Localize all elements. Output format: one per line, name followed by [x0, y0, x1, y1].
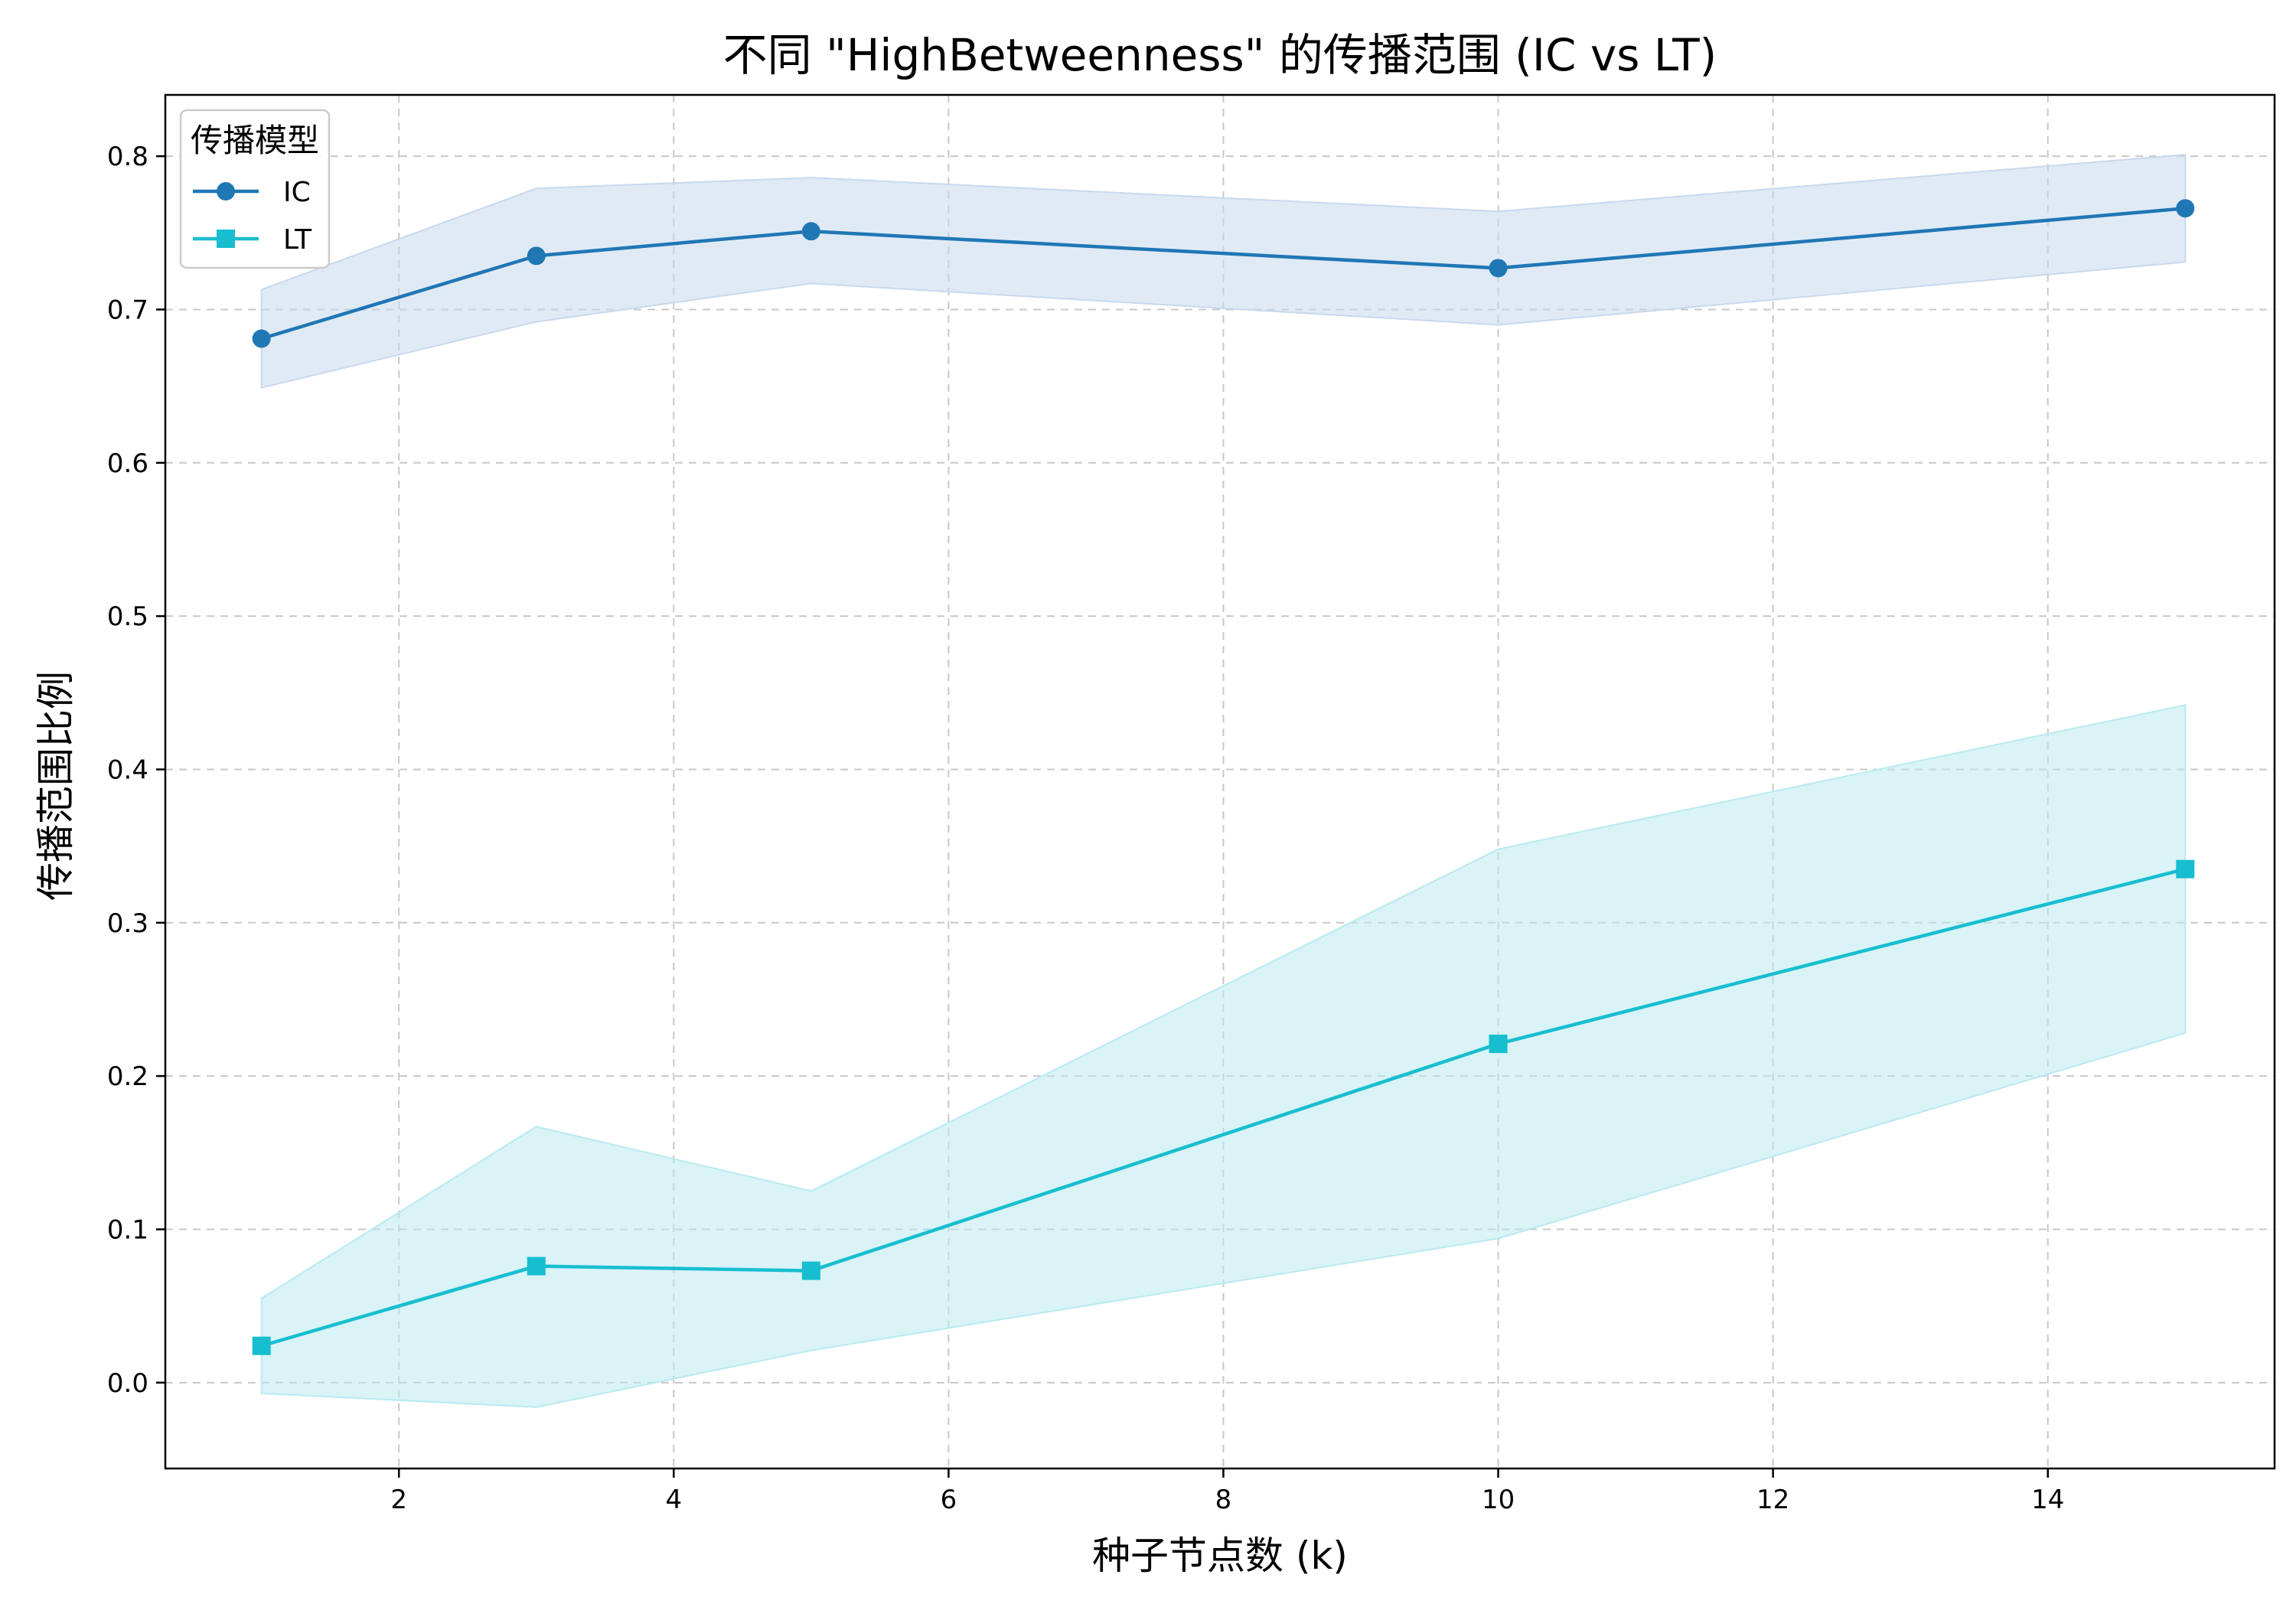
legend-marker-ic	[217, 182, 235, 200]
legend-entry-ic: IC	[193, 177, 311, 208]
ic-data-point	[801, 222, 820, 241]
x-axis-ticks: 2 4 6 8 10 12 14	[390, 1468, 2064, 1515]
x-tick-label: 10	[1482, 1485, 1515, 1515]
chart-title: 不同 "HighBetweenness" 的传播范围 (IC vs LT)	[723, 29, 1717, 81]
y-axis-ticks: 0.0 0.1 0.2 0.3 0.4 0.5 0.6 0.7 0.8	[107, 142, 165, 1399]
ic-data-point	[527, 246, 546, 266]
y-tick-label: 0.7	[107, 295, 148, 325]
lt-data-point	[801, 1261, 820, 1280]
ic-confidence-band	[260, 154, 2187, 389]
lt-data-point	[1489, 1035, 1508, 1054]
x-tick-label: 2	[390, 1485, 407, 1515]
y-tick-label: 0.4	[107, 755, 148, 785]
x-tick-label: 14	[2031, 1485, 2064, 1515]
y-tick-label: 0.2	[107, 1061, 148, 1092]
legend: 传播模型 IC LT	[179, 109, 331, 269]
y-tick-label: 0.0	[107, 1368, 148, 1399]
y-axis-title: 传播范围比例	[34, 671, 78, 901]
legend-entries: IC LT	[193, 177, 312, 256]
plot-frame	[164, 93, 2276, 1470]
x-axis-title: 种子节点数 (k)	[1092, 1534, 1348, 1578]
legend-box	[179, 109, 331, 269]
x-tick-label: 6	[941, 1485, 957, 1515]
ic-data-point	[252, 329, 271, 348]
lt-confidence-band	[260, 704, 2187, 1408]
x-tick-label: 8	[1215, 1485, 1232, 1515]
legend-label-lt: LT	[283, 224, 312, 256]
y-tick-label: 0.6	[107, 448, 148, 479]
legend-title: 传播模型	[191, 122, 319, 159]
marker-layer	[252, 199, 2195, 1355]
legend-entry-lt: LT	[193, 224, 312, 256]
x-tick-label: 12	[1756, 1485, 1789, 1515]
ic-data-point	[1489, 259, 1508, 278]
band-layer	[260, 154, 2187, 1408]
ic-data-point	[2176, 199, 2195, 218]
x-tick-label: 4	[665, 1485, 682, 1515]
y-tick-label: 0.8	[107, 142, 148, 172]
lt-data-point	[252, 1336, 271, 1355]
legend-label-ic: IC	[283, 177, 311, 208]
legend-marker-lt	[217, 230, 235, 248]
y-tick-label: 0.3	[107, 908, 148, 939]
lt-data-point	[2176, 859, 2195, 878]
y-tick-label: 0.1	[107, 1214, 148, 1245]
lt-data-point	[527, 1257, 546, 1276]
y-tick-label: 0.5	[107, 601, 148, 632]
